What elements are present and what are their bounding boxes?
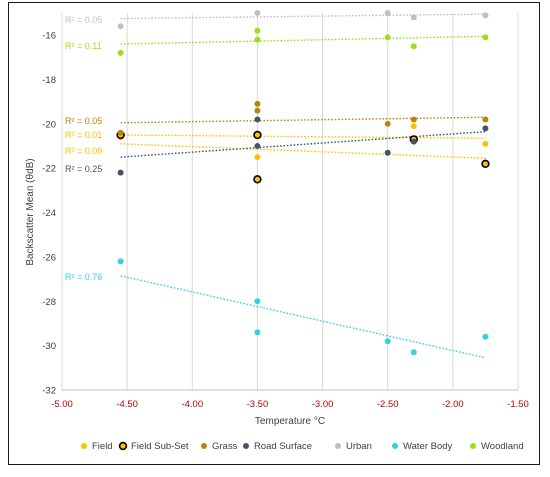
data-points [116, 10, 490, 356]
r-squared-label: R² = 0.25 [65, 164, 102, 174]
x-tick-label: -2.50 [377, 399, 399, 410]
data-point [481, 159, 490, 169]
data-point [410, 349, 417, 356]
data-point [410, 43, 417, 50]
legend-label: Field Sub-Set [131, 441, 189, 452]
y-tick-label: -18 [42, 75, 56, 86]
x-tick-label: -5.00 [51, 399, 73, 410]
y-tick-label: -20 [42, 119, 56, 130]
data-point [254, 100, 261, 107]
data-point [482, 333, 489, 340]
x-tick-label: -4.00 [181, 399, 203, 410]
data-point [254, 329, 261, 336]
axes: -5.00 -4.50 -4.00 -3.50 -3.00 -2.50 -2.00 -1.50… [42, 31, 529, 410]
data-point [482, 12, 489, 19]
trend-lines [120, 13, 486, 359]
grid-lines [61, 13, 519, 390]
data-point [117, 23, 124, 30]
r-squared-label: R² = 0.05 [65, 15, 102, 25]
x-axis-title: Temperature °C [255, 416, 325, 427]
trendline [120, 116, 486, 124]
legend-marker [81, 443, 87, 449]
y-tick-label: -22 [42, 164, 56, 175]
data-point [482, 116, 489, 123]
y-tick-label: -32 [42, 386, 56, 397]
legend-label: Field [92, 441, 113, 452]
legend-label: Road Surface [254, 441, 312, 452]
legend-label: Water Body [403, 441, 453, 452]
r-squared-label: R² = 0.76 [65, 272, 102, 282]
x-tick-label: -4.50 [116, 399, 138, 410]
data-point [482, 34, 489, 41]
legend-marker [470, 443, 476, 449]
data-point [254, 298, 261, 305]
r-squared-labels: R² = 0.01 R² = 0.09 R² = 0.05 R² = 0.25 R² =… [65, 15, 102, 282]
legend-marker [201, 443, 207, 449]
r-squared-label: R² = 0.11 [65, 41, 102, 51]
y-tick-label: -16 [42, 31, 56, 42]
y-tick-label: -26 [42, 252, 56, 263]
trendline [120, 143, 486, 159]
data-point [410, 116, 417, 123]
y-tick-label: -28 [42, 297, 56, 308]
x-tick-label: -3.00 [312, 399, 334, 410]
y-tick-label: -24 [42, 208, 56, 219]
legend-label: Woodland [481, 441, 524, 452]
x-tick-label: -1.50 [507, 399, 529, 410]
data-point [384, 34, 391, 41]
data-point [117, 258, 124, 265]
data-point [482, 125, 489, 132]
data-point [254, 10, 261, 16]
chart-frame [8, 2, 540, 465]
data-point [384, 338, 391, 345]
trendline [120, 134, 486, 139]
trendline [120, 35, 486, 45]
data-point [254, 143, 261, 150]
r-squared-label: R² = 0.05 [65, 116, 102, 126]
data-point [253, 130, 262, 140]
data-point [410, 14, 417, 21]
data-point [384, 120, 391, 127]
trendline [120, 275, 486, 359]
trendline [120, 13, 486, 20]
data-point [254, 116, 261, 123]
data-point [117, 49, 124, 56]
legend-marker [118, 441, 128, 451]
y-axis-title: Backscatter Mean (θdB) [25, 158, 36, 265]
r-squared-label: R² = 0.01 [65, 130, 102, 140]
x-tick-label: -3.50 [247, 399, 269, 410]
data-point [384, 149, 391, 156]
data-point [254, 107, 261, 114]
data-point [410, 123, 417, 130]
data-point [254, 36, 261, 43]
legend-marker [392, 443, 398, 449]
legend-marker [243, 443, 249, 449]
data-point [254, 154, 261, 161]
legend-marker [335, 443, 341, 449]
data-point [254, 27, 261, 34]
data-point [410, 138, 417, 145]
x-tick-label: -2.00 [442, 399, 464, 410]
data-point [117, 169, 124, 176]
y-tick-label: -30 [42, 341, 56, 352]
legend: Field Field Sub-Set Grass Road Surface Urban… [81, 441, 524, 452]
data-point [253, 175, 262, 184]
data-point [117, 129, 124, 136]
legend-label: Grass [212, 441, 238, 452]
data-point [482, 140, 489, 147]
r-squared-label: R² = 0.09 [65, 146, 102, 156]
data-point [384, 10, 391, 16]
legend-label: Urban [346, 441, 372, 452]
